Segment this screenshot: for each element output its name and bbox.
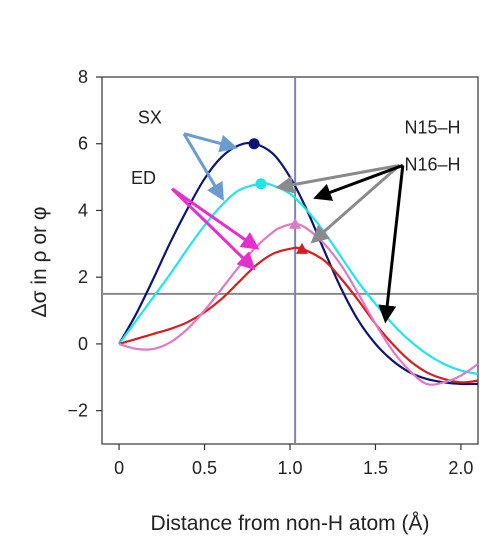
y-tick-label: 6 — [78, 134, 88, 154]
y-tick-label: −2 — [67, 401, 88, 421]
series-line-3 — [118, 246, 479, 384]
y-tick-label: 8 — [78, 67, 88, 87]
annotation-arrow-1-1 — [183, 132, 238, 153]
x-tick-label: 1.5 — [363, 458, 388, 478]
peak-marker-1 — [248, 138, 260, 150]
annotation-arrow-3-2 — [310, 164, 401, 244]
annotation-label-4: N16–H — [405, 154, 461, 174]
y-tick-label: 2 — [78, 267, 88, 287]
y-tick-label: 0 — [78, 334, 88, 354]
series-line-2 — [118, 182, 479, 375]
annotation-arrow-3-1 — [275, 163, 400, 194]
annotation-label-3: N15–H — [405, 118, 461, 138]
annotation-arrow-4-1 — [313, 164, 404, 201]
peak-marker-4 — [289, 217, 302, 229]
x-tick-label: 1.0 — [277, 458, 302, 478]
series-line-1 — [118, 141, 479, 386]
x-tick-label: 2.0 — [448, 458, 473, 478]
reference-lines — [102, 77, 478, 444]
annotation-arrow-2-2 — [171, 187, 256, 271]
annotation-arrow-1-2 — [182, 132, 224, 201]
peak-marker-3 — [295, 242, 308, 254]
annotation-arrow-2-1 — [171, 187, 260, 250]
series-lines — [118, 141, 479, 386]
x-tick-label: 0 — [114, 458, 124, 478]
annotation-label-1: SX — [138, 108, 162, 128]
peak-marker-2 — [255, 178, 267, 190]
axis-ticks: 0 0.5 1.0 1.5 2.0 −2 0 2 4 6 8 — [67, 67, 473, 478]
x-axis-title: Distance from non-H atom (Å) — [151, 512, 430, 535]
annotations: SX ED N15–H N16–H — [131, 108, 461, 324]
annotation-label-2: ED — [131, 168, 156, 188]
y-axis-title: Δσ in ρ or φ — [28, 207, 51, 318]
y-tick-label: 4 — [78, 200, 88, 220]
x-tick-label: 0.5 — [192, 458, 217, 478]
peak-markers — [248, 138, 308, 254]
annotation-arrow-4-2 — [378, 165, 405, 324]
